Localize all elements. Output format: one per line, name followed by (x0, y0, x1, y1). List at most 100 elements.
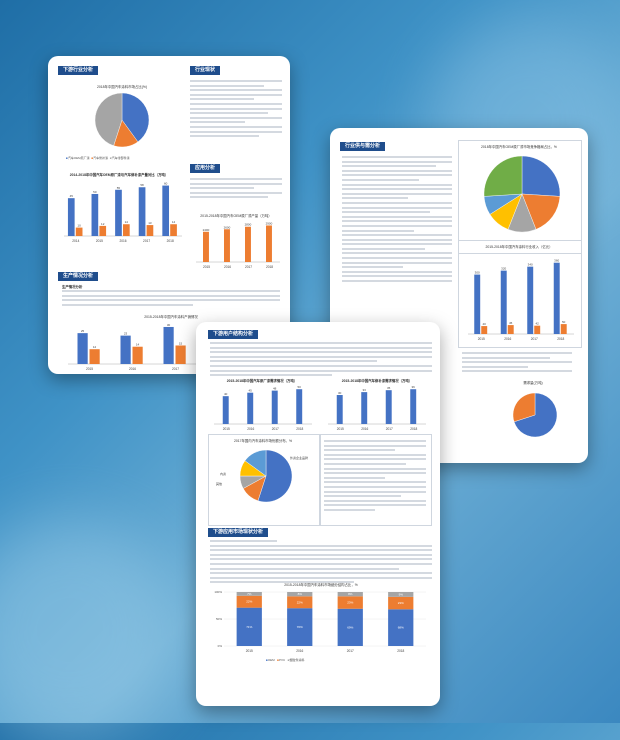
segment-label: 69% (347, 625, 353, 629)
pie-slice (94, 92, 123, 146)
data-label: 45 (70, 194, 74, 198)
segment-label: 71% (246, 625, 252, 629)
pie-slice (521, 193, 561, 230)
stacked-bar-segment (287, 592, 313, 597)
section-header-application-market: 下游应用市场现状分析 (208, 528, 269, 537)
stacked-bar-segment (236, 595, 262, 608)
pie-label-other: 其他 (216, 482, 223, 486)
bar (163, 326, 174, 364)
segment-label: 7% (247, 592, 252, 596)
x-tick-label: 2015 (86, 367, 93, 371)
x-tick-label: 2017 (386, 427, 393, 431)
x-tick-label: 2018 (167, 239, 174, 243)
legend-plastic-segment: 塑胶件涂料 (289, 658, 305, 662)
section-header-production: 生产情况分析 (58, 272, 99, 281)
data-label: 10 (77, 224, 81, 228)
bar (481, 326, 488, 334)
competition-pie-title: 2018年中国汽车OEM原厂漆市场竞争格局占比，% (481, 145, 557, 149)
demand-text (462, 352, 572, 375)
segment-label: 8% (298, 592, 303, 596)
bar (507, 325, 514, 334)
x-tick-label: 2014 (72, 239, 79, 243)
data-label: 50 (298, 385, 302, 389)
stacked-bar-segment (388, 592, 414, 597)
segment-structure-stacked-bar: 0% 50% 100% 71% 22% 7% 2015 70% 22% 8% 2016 69% 23% 8… (214, 590, 426, 653)
bar (245, 226, 251, 262)
stacked-bar-segment (337, 608, 363, 646)
data-label: 35 (387, 386, 391, 390)
pie-slice (521, 155, 561, 197)
legend-parts: 汽车零部件漆 (111, 156, 130, 160)
pie-slice (513, 392, 558, 438)
section-header-downstream: 下游行业分析 (58, 66, 99, 75)
x-tick-label: 2016 (224, 265, 231, 269)
legend-pvc-segment: PVC (278, 658, 286, 662)
y-tick-label: 0% (218, 644, 223, 648)
stacked-bar-segment (388, 609, 414, 646)
oem-output-bar-chart: 2400 2015 2600 2016 2800 2017 2900 2018 (196, 221, 280, 269)
bar (146, 225, 154, 236)
x-tick-label: 2015 (246, 649, 253, 653)
production-comparison-bar-chart: 45 10 2014 50 12 2015 55 14 2016 58 13 2017 60 14 2018 (64, 182, 182, 243)
data-label: 2800 (245, 223, 252, 227)
x-tick-label: 2017 (172, 367, 179, 371)
industry-status-text (190, 80, 282, 140)
x-tick-label: 2016 (504, 337, 511, 341)
bar (91, 193, 99, 236)
bar (247, 392, 254, 424)
report-page-3: 下游用户结构分析 2015-2018年中国汽车原厂漆需求情况（万吨） 40 201… (196, 322, 440, 706)
data-label: 58 (140, 183, 144, 187)
bar (474, 274, 481, 334)
data-label: 14 (136, 343, 140, 347)
revenue-bar-chart: 300 40 2015 320 45 2016 340 42 2017 360 50 2018 (468, 259, 574, 341)
x-tick-label: 2016 (129, 367, 136, 371)
segment-label: 8% (348, 592, 353, 596)
data-label: 2900 (266, 221, 273, 225)
production-text (62, 290, 280, 308)
application-market-text (210, 540, 432, 586)
data-label: 60 (164, 182, 168, 186)
data-label: 23 (124, 332, 128, 336)
market-share-pie-title: 2017年国内汽车涂料市场份额分布，% (233, 439, 293, 443)
section-header-industry-status: 行业现状 (190, 66, 221, 75)
pie-slice (257, 449, 293, 503)
pie-label-domestic: 内资 (220, 472, 227, 476)
data-label: 14 (172, 220, 176, 224)
x-tick-label: 2016 (119, 239, 126, 243)
repair-demand-chart: 30 2015 33 2016 35 2017 36 2018 (328, 385, 426, 431)
pie-slice (121, 92, 150, 143)
segment-label: 68% (398, 626, 404, 630)
x-tick-label: 2018 (266, 265, 273, 269)
stacked-bar-segment (236, 592, 262, 596)
stacked-bar-segment (236, 607, 262, 646)
data-label: 15 (179, 341, 183, 345)
production-subheading: 生产情况分析 (62, 285, 83, 289)
data-label: 45 (249, 389, 253, 393)
stacked-bar-segment (337, 592, 363, 597)
bar (553, 262, 560, 334)
legend-oem-segment: OEM (267, 658, 275, 662)
oem-demand-chart: 40 2015 45 2016 48 2017 50 2018 (214, 385, 312, 431)
bar (534, 325, 541, 334)
revenue-bar-panel (458, 240, 582, 348)
bar (170, 224, 177, 236)
segment-label: 23% (398, 601, 404, 605)
background-glow (0, 520, 180, 740)
bar (224, 229, 230, 262)
market-share-panel (208, 434, 320, 526)
oem-demand-title: 2015-2018年中国汽车原厂漆需求情况（万吨） (226, 379, 298, 383)
data-label: 33 (363, 388, 367, 392)
x-tick-label: 2017 (143, 239, 150, 243)
data-label: 40 (483, 322, 487, 326)
bar (89, 349, 100, 364)
segment-label: 22% (297, 600, 303, 604)
bar (115, 189, 122, 236)
bar (162, 185, 170, 236)
bar (75, 227, 83, 236)
x-tick-label: 2016 (361, 427, 368, 431)
pie-label-foreign: 外资企业品牌 (290, 456, 309, 460)
competition-pie-chart (483, 155, 561, 233)
x-tick-label: 2016 (247, 427, 254, 431)
production-chart-title: 2015-2018年中国汽车涂料产销情况 (144, 315, 198, 319)
x-tick-label: 2015 (96, 239, 103, 243)
